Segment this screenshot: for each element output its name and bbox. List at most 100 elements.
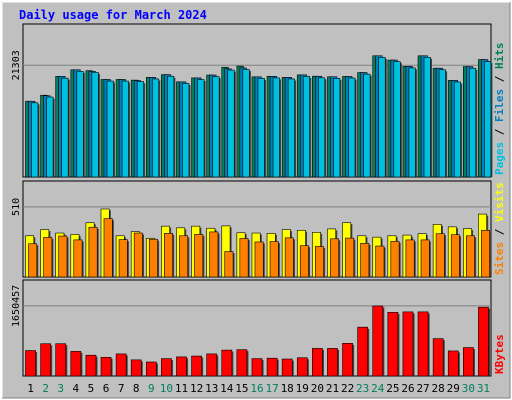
legend-hits: Hits — [493, 43, 506, 70]
bar-kbytes-day-6 — [100, 357, 112, 377]
day-label-6: 6 — [103, 382, 110, 395]
bar-pages-day-4 — [76, 71, 84, 178]
bar-kbytes-day-10 — [161, 358, 172, 377]
bar-pages-day-31 — [484, 61, 492, 178]
day-label-25: 25 — [386, 382, 399, 395]
bar-pages-day-13 — [212, 76, 220, 178]
bar-kbytes-day-29 — [447, 350, 459, 377]
bar-kbytes-day-20 — [312, 348, 323, 377]
bar-kbytes-day-4 — [70, 351, 82, 377]
bar-kbytes-day-17 — [266, 357, 278, 377]
day-label-23: 23 — [356, 382, 369, 395]
bar-kbytes-day-8 — [130, 359, 142, 377]
bar-kbytes-day-12 — [191, 355, 202, 377]
bar-pages-day-18 — [287, 78, 295, 178]
bar-kbytes-day-21 — [327, 348, 338, 377]
bar-kbytes-day-1 — [25, 350, 36, 377]
bar-pages-day-30 — [469, 67, 477, 178]
bar-kbytes-day-25 — [387, 312, 399, 377]
bar-sites-day-28 — [435, 233, 445, 278]
day-label-13: 13 — [205, 382, 218, 395]
bar-kbytes-day-2 — [40, 343, 51, 377]
bar-sites-day-1 — [28, 243, 38, 278]
bar-pages-day-22 — [348, 77, 356, 178]
bar-pages-day-3 — [61, 77, 69, 178]
bar-sites-day-27 — [420, 239, 430, 278]
bar-pages-day-20 — [318, 77, 326, 178]
day-label-5: 5 — [88, 382, 95, 395]
panel-traffic: 21303 Pages / Files / Hits — [11, 23, 506, 178]
bar-pages-day-1 — [31, 102, 39, 178]
panel-kbytes-ymax-label: 1650457 — [11, 285, 22, 327]
svg-text:KBytes: KBytes — [493, 334, 506, 374]
bar-pages-day-15 — [242, 69, 250, 178]
bar-kbytes-day-18 — [281, 358, 293, 377]
bar-pages-day-10 — [167, 75, 175, 178]
bar-sites-day-7 — [118, 239, 128, 278]
bar-kbytes-day-11 — [176, 356, 187, 377]
bar-kbytes-day-27 — [417, 311, 429, 377]
panel-traffic-legend: Pages / Files / Hits — [493, 43, 506, 176]
legend-files: Files — [493, 89, 506, 122]
day-label-12: 12 — [190, 382, 203, 395]
bar-pages-day-21 — [333, 78, 341, 178]
bar-sites-day-23 — [360, 243, 370, 278]
bar-sites-day-24 — [375, 245, 385, 278]
day-label-17: 17 — [265, 382, 278, 395]
chart-title: Daily usage for March 2024 — [19, 8, 207, 22]
bar-kbytes-day-23 — [357, 326, 369, 377]
day-label-1: 1 — [27, 382, 34, 395]
day-label-11: 11 — [175, 382, 188, 395]
bar-sites-day-18 — [284, 237, 294, 278]
day-label-8: 8 — [133, 382, 140, 395]
bar-pages-day-9 — [151, 78, 160, 178]
bar-kbytes-day-15 — [236, 349, 248, 377]
svg-text:Pages / Files / Hits: Pages / Files / Hits — [493, 43, 506, 176]
legend-kbytes: KBytes — [493, 334, 506, 374]
day-label-9: 9 — [148, 382, 155, 395]
bar-kbytes-day-28 — [432, 338, 444, 377]
day-label-4: 4 — [73, 382, 80, 395]
bar-sites-day-10 — [164, 233, 173, 278]
bar-pages-day-26 — [408, 67, 416, 178]
bar-sites-day-13 — [209, 231, 219, 278]
bar-pages-day-25 — [393, 61, 401, 178]
day-label-10: 10 — [160, 382, 173, 395]
panel-visits: 510 Sites / Visits — [11, 180, 506, 278]
bar-sites-day-8 — [133, 232, 143, 278]
day-label-19: 19 — [296, 382, 309, 395]
legend-sites: Sites — [493, 242, 506, 275]
bar-sites-day-21 — [330, 238, 340, 278]
x-axis-day-labels: 1 2 3 4 5 6 7 8 9 10 11 12 13 14 15 16 17 18 19 20 21 22 23 24 2… — [27, 382, 490, 395]
bar-pages-day-2 — [46, 96, 54, 178]
bar-sites-day-31 — [481, 229, 491, 278]
bar-sites-day-3 — [58, 235, 68, 278]
bar-sites-day-4 — [73, 239, 83, 278]
day-label-3: 3 — [57, 382, 64, 395]
bar-sites-day-25 — [390, 240, 400, 278]
bar-sites-day-12 — [194, 234, 204, 278]
bar-kbytes-day-26 — [402, 311, 414, 377]
bar-pages-day-7 — [121, 80, 129, 178]
legend-separator: / — [493, 222, 506, 242]
svg-text:Sites / Visits: Sites / Visits — [493, 182, 506, 275]
bar-pages-day-8 — [136, 81, 144, 178]
bar-sites-day-19 — [299, 245, 309, 278]
bar-sites-day-15 — [239, 238, 249, 278]
legend-visits: Visits — [493, 182, 506, 222]
bar-pages-day-27 — [423, 57, 431, 178]
panel-visits-legend: Sites / Visits — [493, 182, 506, 275]
bar-kbytes-day-3 — [55, 343, 67, 377]
bar-sites-day-22 — [345, 237, 355, 278]
bar-kbytes-day-16 — [251, 358, 263, 377]
panel-kbytes-legend: KBytes — [493, 334, 506, 374]
bar-sites-day-2 — [43, 237, 53, 278]
bar-pages-day-11 — [182, 83, 190, 178]
bar-pages-day-24 — [378, 57, 386, 178]
bar-sites-day-16 — [254, 241, 264, 278]
bar-pages-day-19 — [302, 76, 311, 178]
day-label-20: 20 — [311, 382, 324, 395]
legend-separator: / — [493, 69, 506, 89]
